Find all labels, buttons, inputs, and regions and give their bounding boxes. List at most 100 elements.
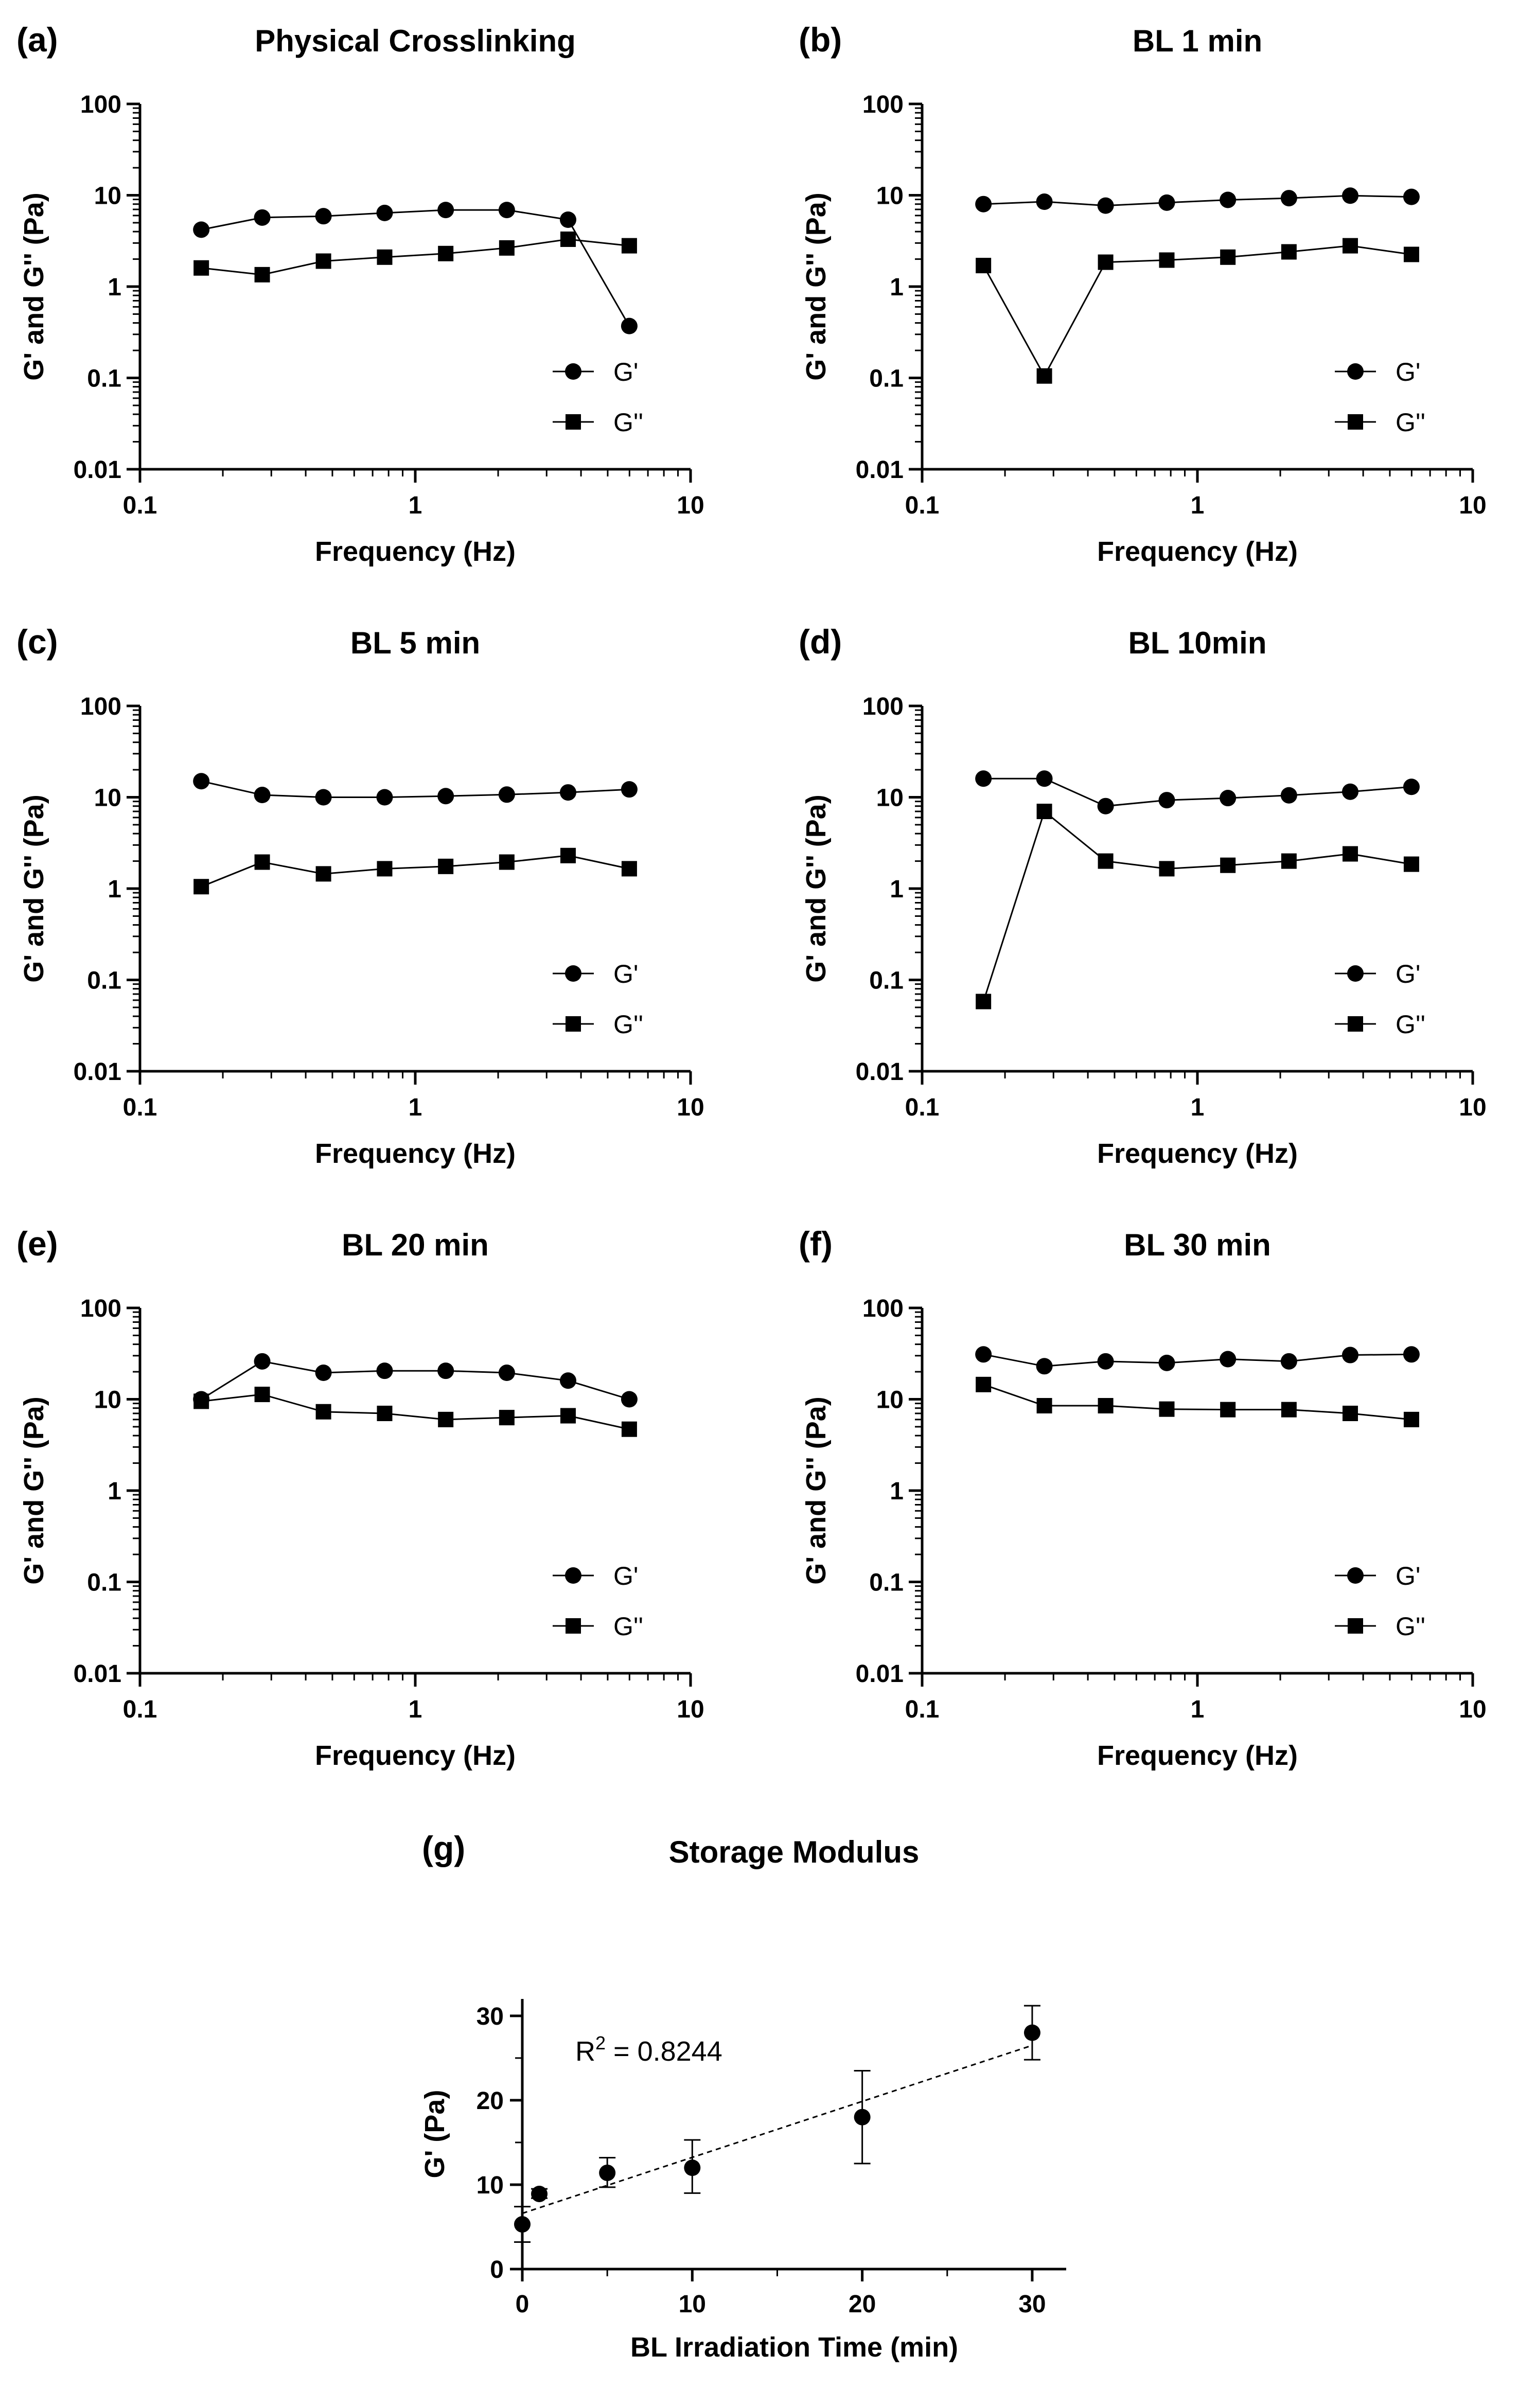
y-tick-label: 0.1 bbox=[87, 365, 121, 393]
data-point-g-prime bbox=[1158, 194, 1175, 211]
x-tick-label: 0.1 bbox=[123, 1094, 157, 1121]
data-point-g-double-prime bbox=[1403, 246, 1419, 262]
x-tick-label: 1 bbox=[1191, 492, 1205, 519]
legend-marker-g-prime bbox=[565, 1567, 581, 1584]
panel-letter: (g) bbox=[422, 1829, 465, 1867]
data-point-g-prime bbox=[254, 209, 271, 226]
r-squared-value: = 0.8244 bbox=[606, 2036, 722, 2067]
y-tick-label: 0.01 bbox=[856, 1660, 904, 1688]
data-point-g-prime bbox=[975, 196, 992, 213]
data-point-g-prime bbox=[559, 784, 576, 801]
data-point-g-double-prime bbox=[976, 994, 992, 1010]
data-point-g-double-prime bbox=[1220, 1402, 1236, 1418]
x-tick-label: 0.1 bbox=[905, 1094, 940, 1121]
y-tick-label: 0.1 bbox=[869, 365, 904, 393]
legend-marker-g-prime bbox=[1347, 965, 1364, 982]
panel-letter: (a) bbox=[16, 21, 58, 59]
data-point-g-prime bbox=[1220, 191, 1237, 208]
data-point-g-double-prime bbox=[499, 854, 515, 870]
y-tick-label: 100 bbox=[862, 91, 904, 118]
data-point-g-prime bbox=[437, 1362, 454, 1379]
panel-title: BL 5 min bbox=[350, 626, 480, 660]
panel-letter: (d) bbox=[799, 623, 842, 661]
y-tick-label: 10 bbox=[876, 183, 904, 210]
x-axis-label: Frequency (Hz) bbox=[1097, 536, 1298, 567]
x-tick-label: 10 bbox=[1459, 492, 1486, 519]
data-point-g-prime bbox=[1036, 193, 1053, 210]
data-point bbox=[514, 2216, 531, 2233]
data-point-g-double-prime bbox=[438, 245, 454, 261]
legend-marker-g-double-prime bbox=[1348, 1016, 1363, 1032]
series-line-g-prime bbox=[201, 209, 630, 327]
data-point-g-double-prime bbox=[193, 1393, 209, 1409]
legend-label: G' bbox=[613, 960, 638, 988]
data-point bbox=[1023, 2024, 1040, 2041]
data-point-g-prime bbox=[1220, 1351, 1237, 1368]
y-tick-label: 0.1 bbox=[87, 967, 121, 995]
data-point-g-prime bbox=[621, 781, 638, 798]
data-point-g-double-prime bbox=[560, 231, 576, 247]
series-line-g-prime bbox=[201, 780, 629, 798]
y-tick-label: 20 bbox=[476, 2087, 504, 2115]
legend-marker-g-prime bbox=[1347, 1567, 1364, 1584]
y-tick-label: 10 bbox=[476, 2172, 504, 2199]
data-point-g-prime bbox=[498, 786, 515, 803]
data-point-g-prime bbox=[1097, 1353, 1114, 1370]
x-tick-label: 1 bbox=[409, 1094, 422, 1121]
series-line-g-double-prime bbox=[983, 1384, 1412, 1421]
data-point-g-double-prime bbox=[1036, 1398, 1052, 1414]
x-axis-label: Frequency (Hz) bbox=[1097, 1740, 1298, 1771]
data-point-g-prime bbox=[376, 204, 393, 221]
y-tick-label: 0.01 bbox=[856, 1058, 904, 1086]
x-tick-label: 1 bbox=[1191, 1094, 1205, 1121]
legend-label: G'' bbox=[613, 1010, 643, 1039]
x-tick-label: 10 bbox=[677, 1094, 704, 1121]
panel-title: Physical Crosslinking bbox=[255, 24, 576, 58]
data-point bbox=[531, 2185, 548, 2202]
data-point-g-prime bbox=[1342, 187, 1358, 204]
panel-title: BL 10min bbox=[1128, 626, 1267, 660]
y-tick-label: 1 bbox=[108, 274, 121, 301]
series-line-g-prime bbox=[201, 1360, 630, 1400]
data-point-g-double-prime bbox=[1159, 861, 1175, 877]
data-point-g-double-prime bbox=[1403, 856, 1419, 872]
data-point-g-prime bbox=[376, 789, 393, 806]
legend-label: G'' bbox=[613, 1612, 643, 1641]
series-line-g-double-prime bbox=[201, 1393, 630, 1430]
data-point-g-prime bbox=[1280, 1353, 1297, 1370]
data-point-g-prime bbox=[193, 773, 210, 790]
legend-marker-g-prime bbox=[565, 965, 581, 982]
panel-title: BL 30 min bbox=[1124, 1228, 1271, 1262]
legend-label: G'' bbox=[1396, 1010, 1425, 1039]
y-tick-label: 30 bbox=[476, 2003, 504, 2030]
data-point-g-double-prime bbox=[377, 1405, 393, 1421]
panel-letter: (e) bbox=[16, 1225, 58, 1263]
data-point-g-prime bbox=[1158, 792, 1175, 809]
data-point-g-prime bbox=[1036, 770, 1053, 787]
r-squared-annotation: R2 = 0.8244 bbox=[575, 2032, 722, 2067]
data-point-g-double-prime bbox=[377, 249, 393, 265]
r-squared-superscript: 2 bbox=[595, 2032, 606, 2053]
x-tick-label: 1 bbox=[409, 492, 422, 519]
y-axis-label: G' and G'' (Pa) bbox=[801, 1396, 832, 1585]
x-tick-label: 10 bbox=[679, 2291, 706, 2318]
y-tick-label: 10 bbox=[876, 785, 904, 812]
y-tick-label: 1 bbox=[890, 1478, 904, 1505]
data-point-g-prime bbox=[621, 317, 638, 334]
data-point-g-double-prime bbox=[560, 847, 576, 863]
y-tick-label: 100 bbox=[80, 91, 121, 118]
legend-label: G' bbox=[1396, 1562, 1420, 1590]
data-point-g-prime bbox=[437, 788, 454, 805]
y-tick-label: 10 bbox=[876, 1387, 904, 1414]
data-point-g-prime bbox=[1342, 1347, 1358, 1364]
series-line-g-double-prime bbox=[201, 855, 630, 888]
y-axis-label: G' and G'' (Pa) bbox=[19, 192, 49, 381]
data-point-g-double-prime bbox=[377, 861, 393, 877]
data-point-g-prime bbox=[1280, 190, 1297, 207]
data-point-g-double-prime bbox=[1281, 244, 1297, 260]
x-axis-label: Frequency (Hz) bbox=[315, 536, 516, 567]
data-point-g-prime bbox=[975, 770, 992, 787]
panel-letter: (c) bbox=[16, 623, 58, 661]
